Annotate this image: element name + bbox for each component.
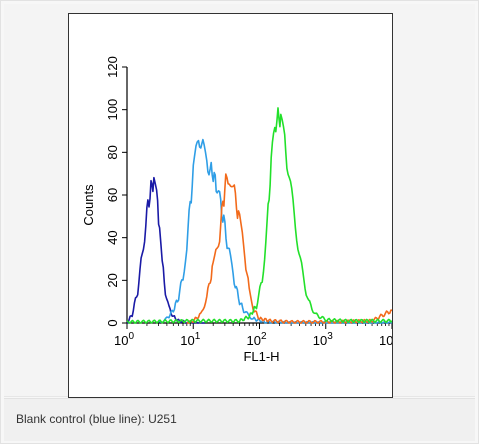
y-tick-label: 80 xyxy=(105,145,120,159)
y-tick-label: 0 xyxy=(105,319,120,326)
histogram-series-4 xyxy=(126,107,392,324)
y-tick-label: 20 xyxy=(105,273,120,287)
y-tick-label: 40 xyxy=(105,230,120,244)
histogram-series-3 xyxy=(186,173,392,324)
x-tick-label: 103 xyxy=(313,331,333,348)
flow-cytometry-histogram: 0 20 40 60 80 100 120 100 101 102 103 104 FL1-H Count… xyxy=(81,56,392,364)
x-axis-label: FL1-H xyxy=(243,349,279,364)
y-tick-label: 120 xyxy=(105,56,120,78)
x-tick-label: 102 xyxy=(246,331,266,348)
y-tick-label: 100 xyxy=(105,99,120,121)
x-tick-label: 101 xyxy=(180,331,200,348)
x-tick-label: 100 xyxy=(114,331,134,348)
figure-caption: Blank control (blue line): U251 xyxy=(16,412,177,426)
histogram-series-1 xyxy=(126,176,205,324)
y-tick-label: 60 xyxy=(105,188,120,202)
y-axis-label: Counts xyxy=(81,184,96,226)
caption-bar: Blank control (blue line): U251 xyxy=(4,398,475,441)
figure-panel: 0 20 40 60 80 100 120 100 101 102 103 104 FL1-H Count… xyxy=(4,4,475,398)
figure-image: 0 20 40 60 80 100 120 100 101 102 103 104 FL1-H Count… xyxy=(68,13,393,398)
histogram-series-2 xyxy=(158,138,392,324)
x-tick-label: 104 xyxy=(379,331,392,348)
